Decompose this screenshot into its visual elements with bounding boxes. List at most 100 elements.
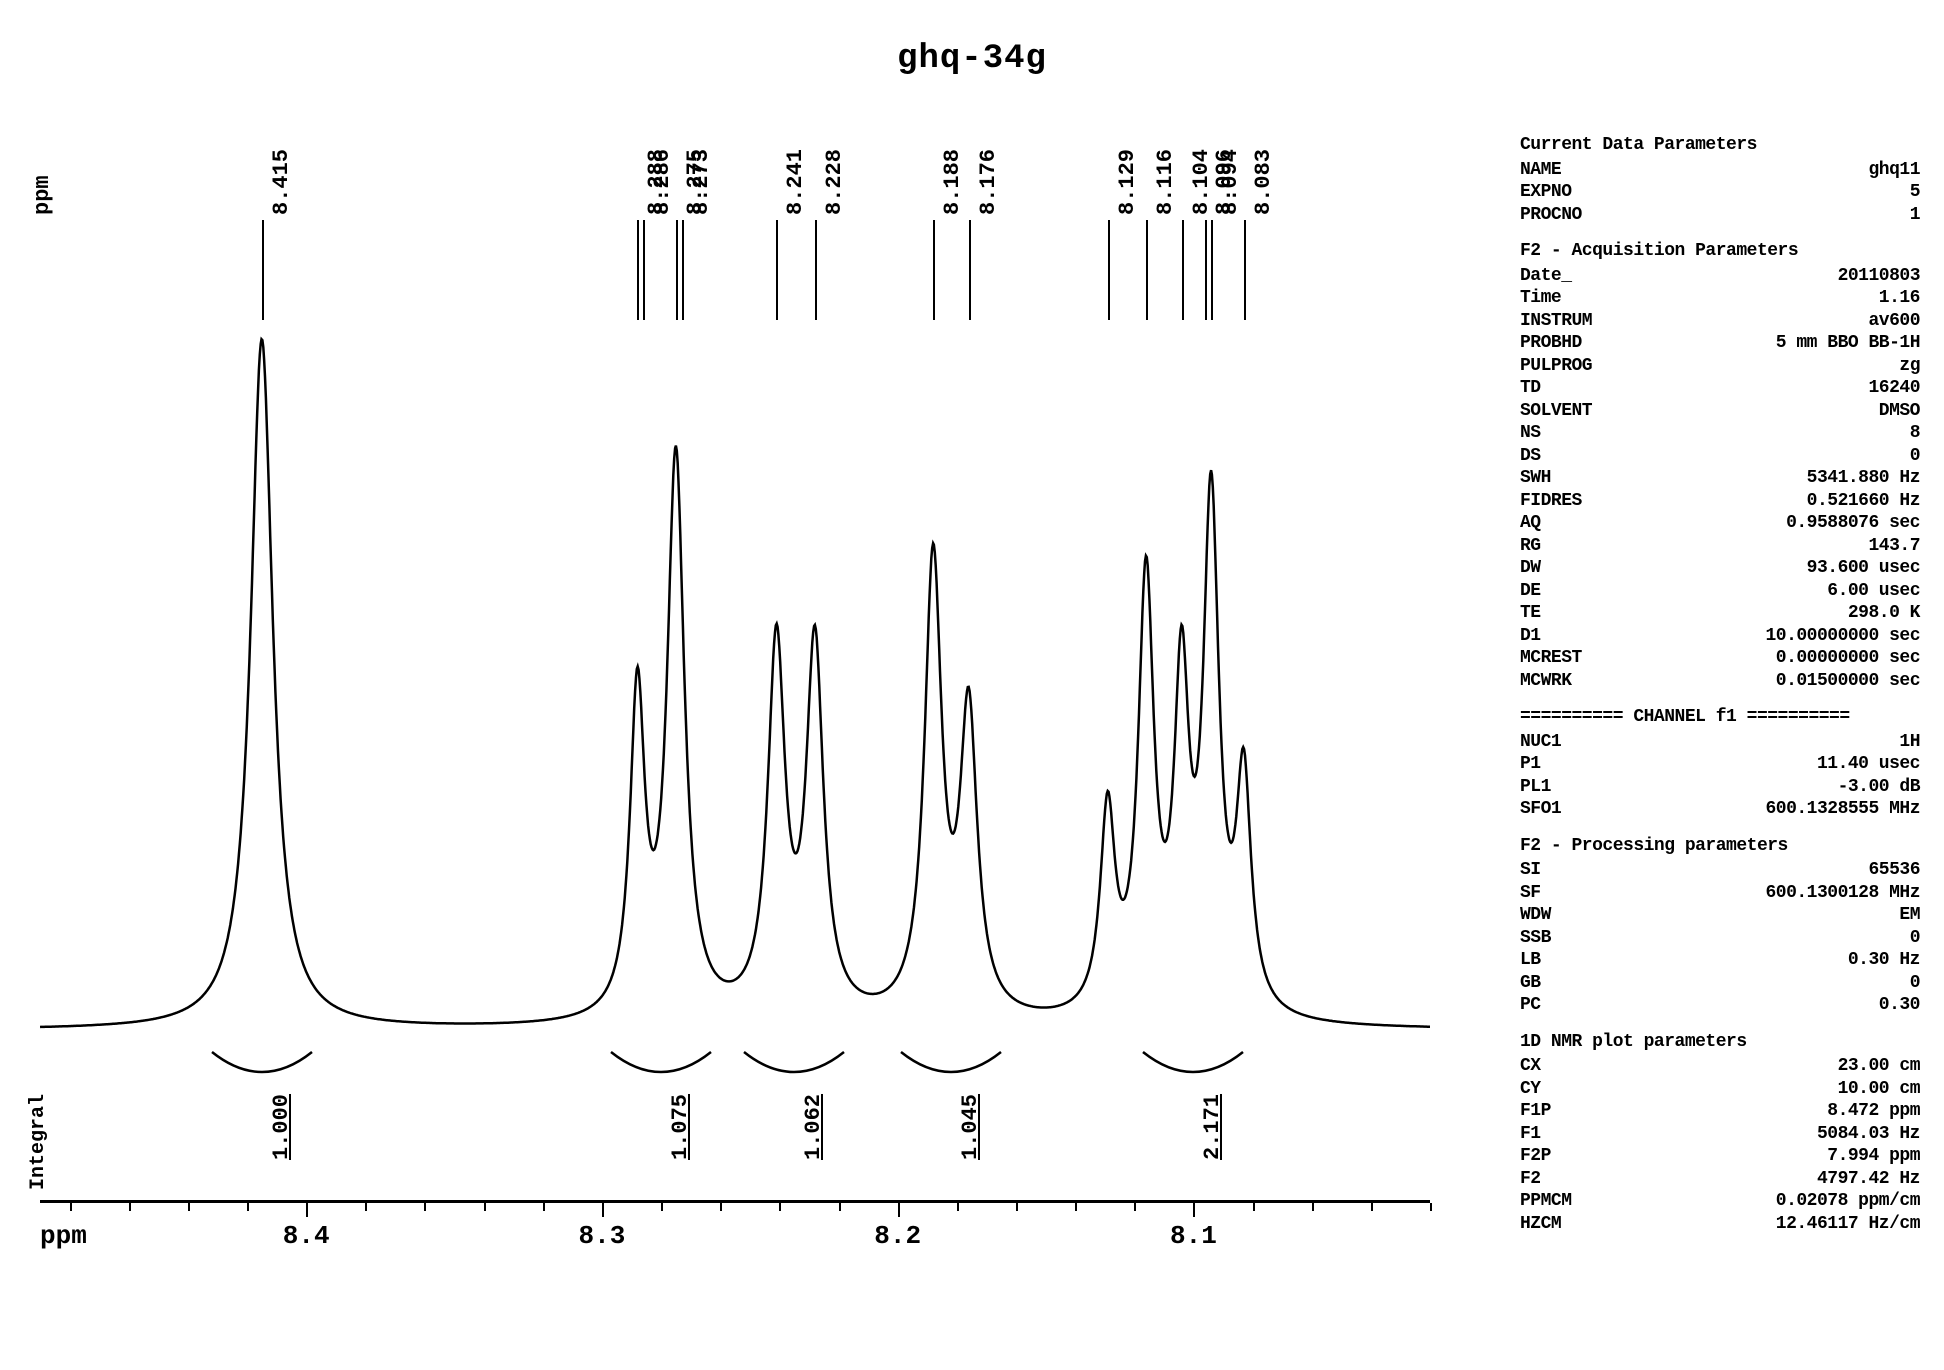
axis-minor-tick — [365, 1203, 367, 1211]
param-section-header: Current Data Parameters — [1520, 134, 1920, 157]
param-row: Time1.16 — [1520, 287, 1920, 310]
integral-value: 1.075 — [668, 1094, 693, 1160]
peak-ppm-label: 8.228 — [822, 149, 847, 215]
param-value: 0.521660 Hz — [1807, 490, 1920, 513]
param-key: LB — [1520, 949, 1541, 972]
param-value: 0.02078 ppm/cm — [1776, 1190, 1920, 1213]
param-value: 8.472 ppm — [1827, 1100, 1920, 1123]
integral-value: 1.000 — [269, 1094, 294, 1160]
param-key: WDW — [1520, 904, 1551, 927]
peak-tick — [682, 220, 684, 320]
param-row: NUC1 1H — [1520, 731, 1920, 754]
param-value: 23.00 cm — [1838, 1055, 1920, 1078]
param-value: 5 — [1910, 181, 1920, 204]
peak-ppm-label: 8.116 — [1153, 149, 1178, 215]
param-key: CX — [1520, 1055, 1541, 1078]
peak-tick — [1244, 220, 1246, 320]
param-key: NAME — [1520, 159, 1561, 182]
param-row: D110.00000000 sec — [1520, 625, 1920, 648]
axis-minor-tick — [720, 1203, 722, 1211]
param-value: -3.00 dB — [1838, 776, 1920, 799]
param-row: TD16240 — [1520, 377, 1920, 400]
axis-minor-tick — [247, 1203, 249, 1211]
param-row: P111.40 usec — [1520, 753, 1920, 776]
axis-minor-tick — [1016, 1203, 1018, 1211]
param-key: TD — [1520, 377, 1541, 400]
integral-region: Integral 1.0001.0751.0621.0452.171 — [40, 1070, 1430, 1190]
param-row: PROCNO1 — [1520, 204, 1920, 227]
integral-bracket-icon — [1138, 1050, 1248, 1082]
param-row: SOLVENTDMSO — [1520, 400, 1920, 423]
axis-major-tick — [898, 1203, 900, 1217]
param-value: 10.00000000 sec — [1765, 625, 1920, 648]
axis-minor-tick — [188, 1203, 190, 1211]
param-row: PPMCM0.02078 ppm/cm — [1520, 1190, 1920, 1213]
axis-minor-tick — [1430, 1203, 1432, 1211]
peak-tick — [969, 220, 971, 320]
axis-minor-tick — [70, 1203, 72, 1211]
param-row: NS8 — [1520, 422, 1920, 445]
param-value: 7.994 ppm — [1827, 1145, 1920, 1168]
param-value: 1H — [1899, 731, 1920, 754]
param-row: SSB0 — [1520, 927, 1920, 950]
peak-tick — [1146, 220, 1148, 320]
axis-major-tick — [306, 1203, 308, 1217]
integral-axis-label: Integral — [27, 1094, 50, 1190]
param-key: DE — [1520, 580, 1541, 603]
param-value: 11.40 usec — [1817, 753, 1920, 776]
param-key: SOLVENT — [1520, 400, 1592, 423]
integral-value: 1.045 — [958, 1094, 983, 1160]
integral-value: 2.171 — [1200, 1094, 1225, 1160]
param-row: DW93.600 usec — [1520, 557, 1920, 580]
peak-tick — [1182, 220, 1184, 320]
param-value: 0.9588076 sec — [1786, 512, 1920, 535]
peak-ppm-label: 8.129 — [1115, 149, 1140, 215]
param-key: F2P — [1520, 1145, 1551, 1168]
param-value: 12.46117 Hz/cm — [1776, 1213, 1920, 1236]
param-key: DS — [1520, 445, 1541, 468]
param-row: MCREST0.00000000 sec — [1520, 647, 1920, 670]
nmr-spectrum-plot — [40, 330, 1430, 1060]
peak-tick — [1205, 220, 1207, 320]
param-value: 0.30 Hz — [1848, 949, 1920, 972]
param-value: 5 mm BBO BB-1H — [1776, 332, 1920, 355]
param-value: zg — [1899, 355, 1920, 378]
peak-labels-region: 8.4158.2888.2868.2758.2738.2418.2288.188… — [40, 150, 1430, 270]
param-row: DS0 — [1520, 445, 1920, 468]
axis-major-tick — [1193, 1203, 1195, 1217]
x-axis-unit: ppm — [40, 1221, 87, 1251]
param-key: F1 — [1520, 1123, 1541, 1146]
axis-tick-label: 8.3 — [579, 1221, 626, 1251]
param-value: 600.1328555 MHz — [1765, 798, 1920, 821]
param-key: PULPROG — [1520, 355, 1592, 378]
param-key: AQ — [1520, 512, 1541, 535]
param-value: 143.7 — [1868, 535, 1920, 558]
peak-tick — [637, 220, 639, 320]
param-key: MCWRK — [1520, 670, 1572, 693]
param-value: 0 — [1910, 927, 1920, 950]
param-row: CX 23.00 cm — [1520, 1055, 1920, 1078]
axis-minor-tick — [839, 1203, 841, 1211]
param-key: PROBHD — [1520, 332, 1582, 355]
param-key: PC — [1520, 994, 1541, 1017]
integral-bracket-icon — [606, 1050, 716, 1082]
param-row: F15084.03 Hz — [1520, 1123, 1920, 1146]
integral-bracket-icon — [739, 1050, 849, 1082]
axis-tick-label: 8.4 — [283, 1221, 330, 1251]
axis-minor-tick — [129, 1203, 131, 1211]
param-value: 1 — [1910, 204, 1920, 227]
param-row: PC0.30 — [1520, 994, 1920, 1017]
param-key: DW — [1520, 557, 1541, 580]
peak-ppm-label: 8.286 — [650, 149, 675, 215]
axis-minor-tick — [1134, 1203, 1136, 1211]
param-section-header: ========== CHANNEL f1 ========== — [1520, 706, 1920, 729]
param-row: SF600.1300128 MHz — [1520, 882, 1920, 905]
peak-tick — [1211, 220, 1213, 320]
param-value: 65536 — [1868, 859, 1920, 882]
peak-tick — [815, 220, 817, 320]
param-row: EXPNO5 — [1520, 181, 1920, 204]
param-key: NUC1 — [1520, 731, 1561, 754]
spectrum-trace — [40, 339, 1430, 1027]
peak-tick — [933, 220, 935, 320]
axis-minor-tick — [484, 1203, 486, 1211]
